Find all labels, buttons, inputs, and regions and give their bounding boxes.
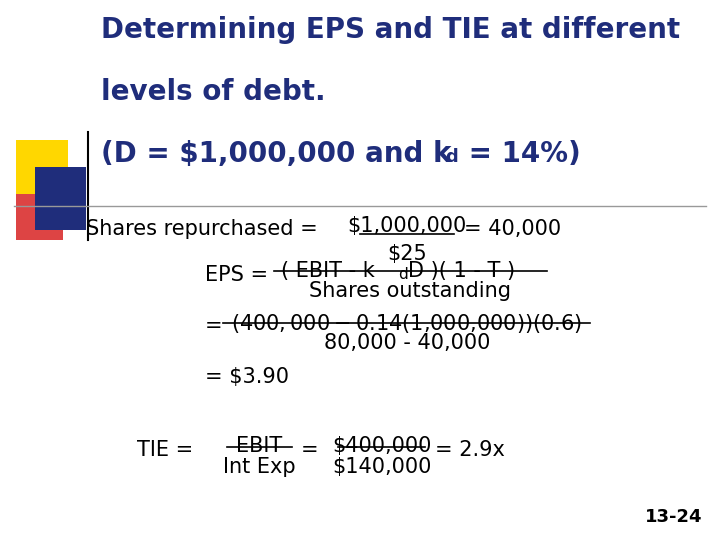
Text: (D = $1,000,000 and k: (D = $1,000,000 and k — [101, 140, 451, 168]
Text: d: d — [398, 267, 408, 282]
Text: TIE =: TIE = — [137, 440, 193, 460]
Text: EBIT: EBIT — [236, 436, 282, 456]
Text: $1,000,000: $1,000,000 — [347, 216, 467, 236]
Text: Shares repurchased =: Shares repurchased = — [86, 219, 318, 239]
Text: Int Exp: Int Exp — [223, 457, 295, 477]
Text: $140,000: $140,000 — [332, 457, 431, 477]
Text: $400,000: $400,000 — [332, 436, 431, 456]
Text: ($400,000 - 0.14($1,000,000))(0.6): ($400,000 - 0.14($1,000,000))(0.6) — [231, 312, 582, 335]
Text: =: = — [301, 440, 318, 460]
Text: = 2.9x: = 2.9x — [435, 440, 505, 460]
Text: levels of debt.: levels of debt. — [101, 78, 325, 106]
Text: = $3.90: = $3.90 — [205, 367, 289, 387]
Text: d: d — [445, 148, 458, 166]
Text: = 14%): = 14%) — [459, 140, 581, 168]
Text: Shares outstanding: Shares outstanding — [310, 281, 511, 301]
Bar — [16, 140, 68, 194]
Text: Determining EPS and TIE at different: Determining EPS and TIE at different — [101, 16, 680, 44]
Text: $25: $25 — [387, 244, 427, 264]
Bar — [35, 167, 86, 230]
Text: =: = — [205, 316, 222, 336]
Text: 80,000 - 40,000: 80,000 - 40,000 — [323, 333, 490, 353]
Bar — [16, 194, 63, 240]
Text: EPS =: EPS = — [205, 265, 269, 285]
Text: 13-24: 13-24 — [644, 509, 702, 526]
Text: ( EBIT - k: ( EBIT - k — [281, 261, 374, 281]
Text: = 40,000: = 40,000 — [464, 219, 562, 239]
Text: D )( 1 - T ): D )( 1 - T ) — [408, 261, 515, 281]
